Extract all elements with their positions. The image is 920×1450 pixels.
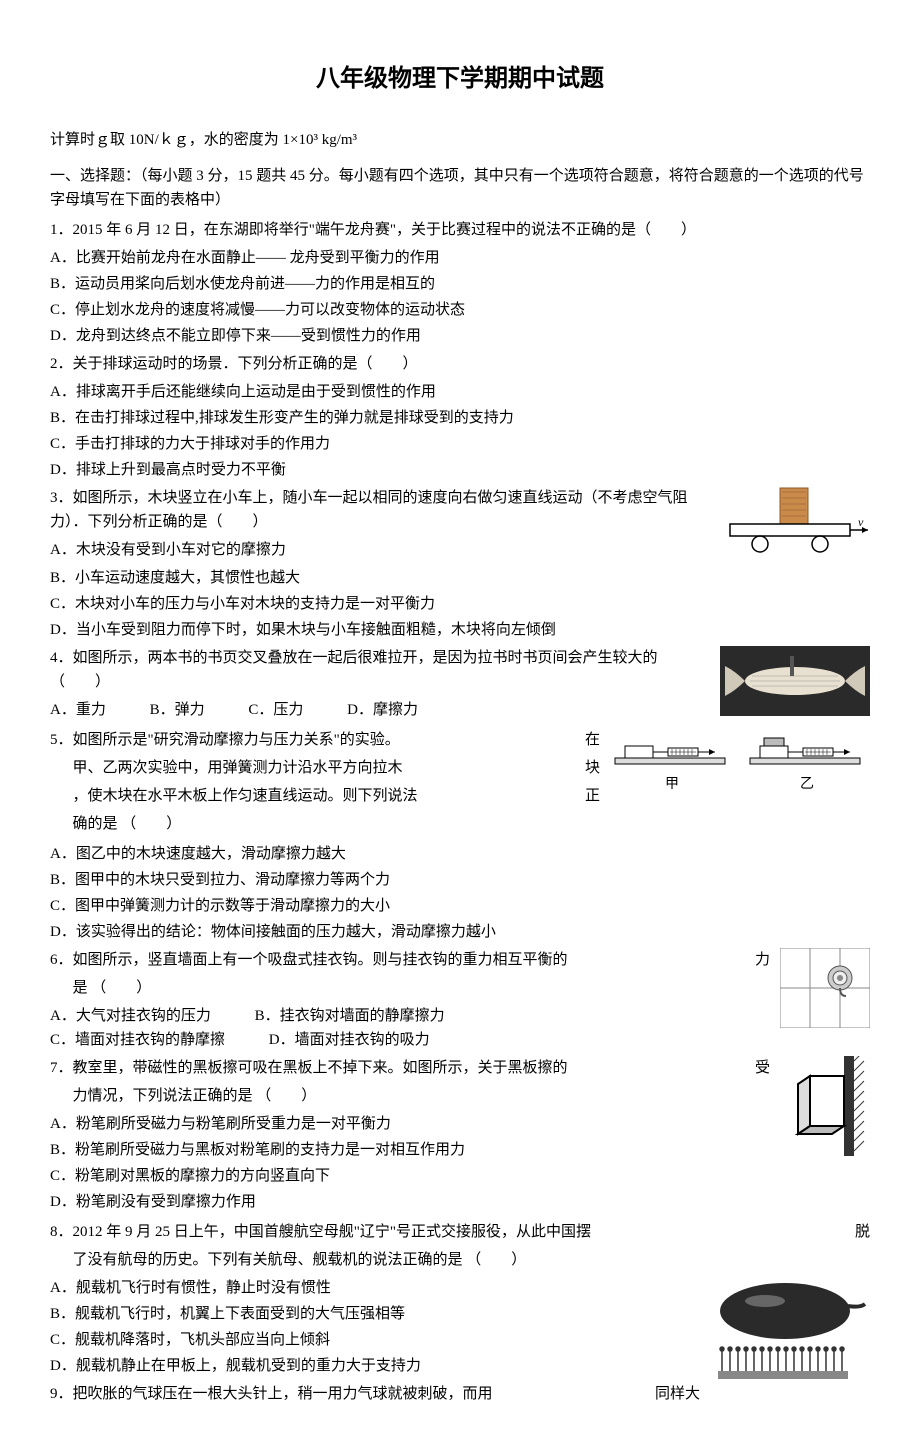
q3-stem: 3．如图所示，木块竖立在小车上，随小车一起以相同的速度向右做匀速直线运动（不考虑… <box>50 486 870 534</box>
q5-stem-1: 5．如图所示是"研究滑动摩擦力与压力关系"的实验。 在 <box>50 728 870 752</box>
q5-opt-c: C．图甲中弹簧测力计的示数等于滑动摩擦力的大小 <box>50 894 870 918</box>
q3-opt-c: C．木块对小车的压力与小车对木块的支持力是一对平衡力 <box>50 592 870 616</box>
q4-opt-c: C．压力 <box>248 698 303 722</box>
q7-opt-d: D．粉笔刷没有受到摩擦力作用 <box>50 1190 870 1214</box>
q6-stem-2: 是 （ ） <box>50 976 870 1000</box>
page-title: 八年级物理下学期期中试题 <box>50 60 870 98</box>
section-1-head: 一、选择题：（每小题 3 分，15 题共 45 分。每小题有四个选项，其中只有一… <box>50 164 870 212</box>
q6-opt-c: C．墙面对挂衣钩的静摩擦 <box>50 1028 225 1052</box>
q2-opt-d: D．排球上升到最高点时受力不平衡 <box>50 458 870 482</box>
q6-stem: 6．如图所示，竖直墙面上有一个吸盘式挂衣钩。则与挂衣钩的重力相互平衡的 力 <box>50 948 870 972</box>
q9-figure <box>710 1276 870 1394</box>
q3-opt-d: D．当小车受到阻力而停下时，如果木块与小车接触面粗糙，木块将向左倾倒 <box>50 618 870 642</box>
q2-opt-a: A．排球离开手后还能继续向上运动是由于受到惯性的作用 <box>50 380 870 404</box>
q6-opt-a: A．大气对挂衣钩的压力 <box>50 1004 211 1028</box>
q1-opt-d: D．龙舟到达终点不能立即停下来——受到惯性力的作用 <box>50 324 870 348</box>
q2-opt-b: B．在击打排球过程中,排球发生形变产生的弹力就是排球受到的支持力 <box>50 406 870 430</box>
q4-opt-b: B．弹力 <box>150 698 205 722</box>
q4-opt-a: A．重力 <box>50 698 106 722</box>
q8-stem-2: 了没有航母的历史。下列有关航母、舰载机的说法正确的是 （ ） <box>50 1248 870 1272</box>
q9-stem: 9．把吹胀的气球压在一根大头针上，稍一用力气球就被刺破，而用 同样大 <box>50 1382 870 1406</box>
q1-opt-c: C．停止划水龙舟的速度将减慢——力可以改变物体的运动状态 <box>50 298 870 322</box>
q1-stem: 1．2015 年 6 月 12 日，在东湖即将举行"端午龙舟赛"，关于比赛过程中… <box>50 218 870 242</box>
q4-stem: 4．如图所示，两本书的书页交叉叠放在一起后很难拉开，是因为拉书时书页间会产生较大… <box>50 646 870 694</box>
q2-opt-c: C．手击打排球的力大于排球对手的作用力 <box>50 432 870 456</box>
q6-opt-d: D．墙面对挂衣钩的吸力 <box>269 1028 430 1052</box>
q5-stem-2: 甲、乙两次实验中，用弹簧测力计沿水平方向拉木 块 <box>50 756 870 780</box>
calc-note: 计算时ｇ取 10N/ｋｇ，水的密度为 1×10³ kg/m³ <box>50 128 870 152</box>
q1-opt-a: A．比赛开始前龙舟在水面静止—— 龙舟受到平衡力的作用 <box>50 246 870 270</box>
q1-opt-b: B．运动员用桨向后划水使龙舟前进——力的作用是相互的 <box>50 272 870 296</box>
q7-stem: 7．教室里，带磁性的黑板擦可吸在黑板上不掉下来。如图所示，关于黑板擦的 受 <box>50 1056 870 1080</box>
q3-opt-b: B．小车运动速度越大，其惯性也越大 <box>50 566 870 590</box>
q6-opt-b: B．挂衣钩对墙面的静摩擦力 <box>255 1004 445 1028</box>
q7-stem-2: 力情况，下列说法正确的是 （ ） <box>50 1084 870 1108</box>
q8-stem: 8．2012 年 9 月 25 日上午，中国首艘航空母舰"辽宁"号正式交接服役，… <box>50 1220 870 1244</box>
q4-opt-d: D．摩擦力 <box>347 698 418 722</box>
q7-opt-b: B．粉笔刷所受磁力与黑板对粉笔刷的支持力是一对相互作用力 <box>50 1138 870 1162</box>
q7-opt-a: A．粉笔刷所受磁力与粉笔刷所受重力是一对平衡力 <box>50 1112 870 1136</box>
q2-stem: 2．关于排球运动时的场景．下列分析正确的是（ ） <box>50 352 870 376</box>
q7-opt-c: C．粉笔刷对黑板的摩擦力的方向竖直向下 <box>50 1164 870 1188</box>
q5-opt-b: B．图甲中的木块只受到拉力、滑动摩擦力等两个力 <box>50 868 870 892</box>
q5-stem-4: 确的是 （ ） <box>50 812 870 836</box>
q5-opt-a: A．图乙中的木块速度越大，滑动摩擦力越大 <box>50 842 870 866</box>
q5-opt-d: D．该实验得出的结论：物体间接触面的压力越大，滑动摩擦力越小 <box>50 920 870 944</box>
q5-stem-3: ，使木块在水平木板上作匀速直线运动。则下列说法 正 <box>50 784 870 808</box>
